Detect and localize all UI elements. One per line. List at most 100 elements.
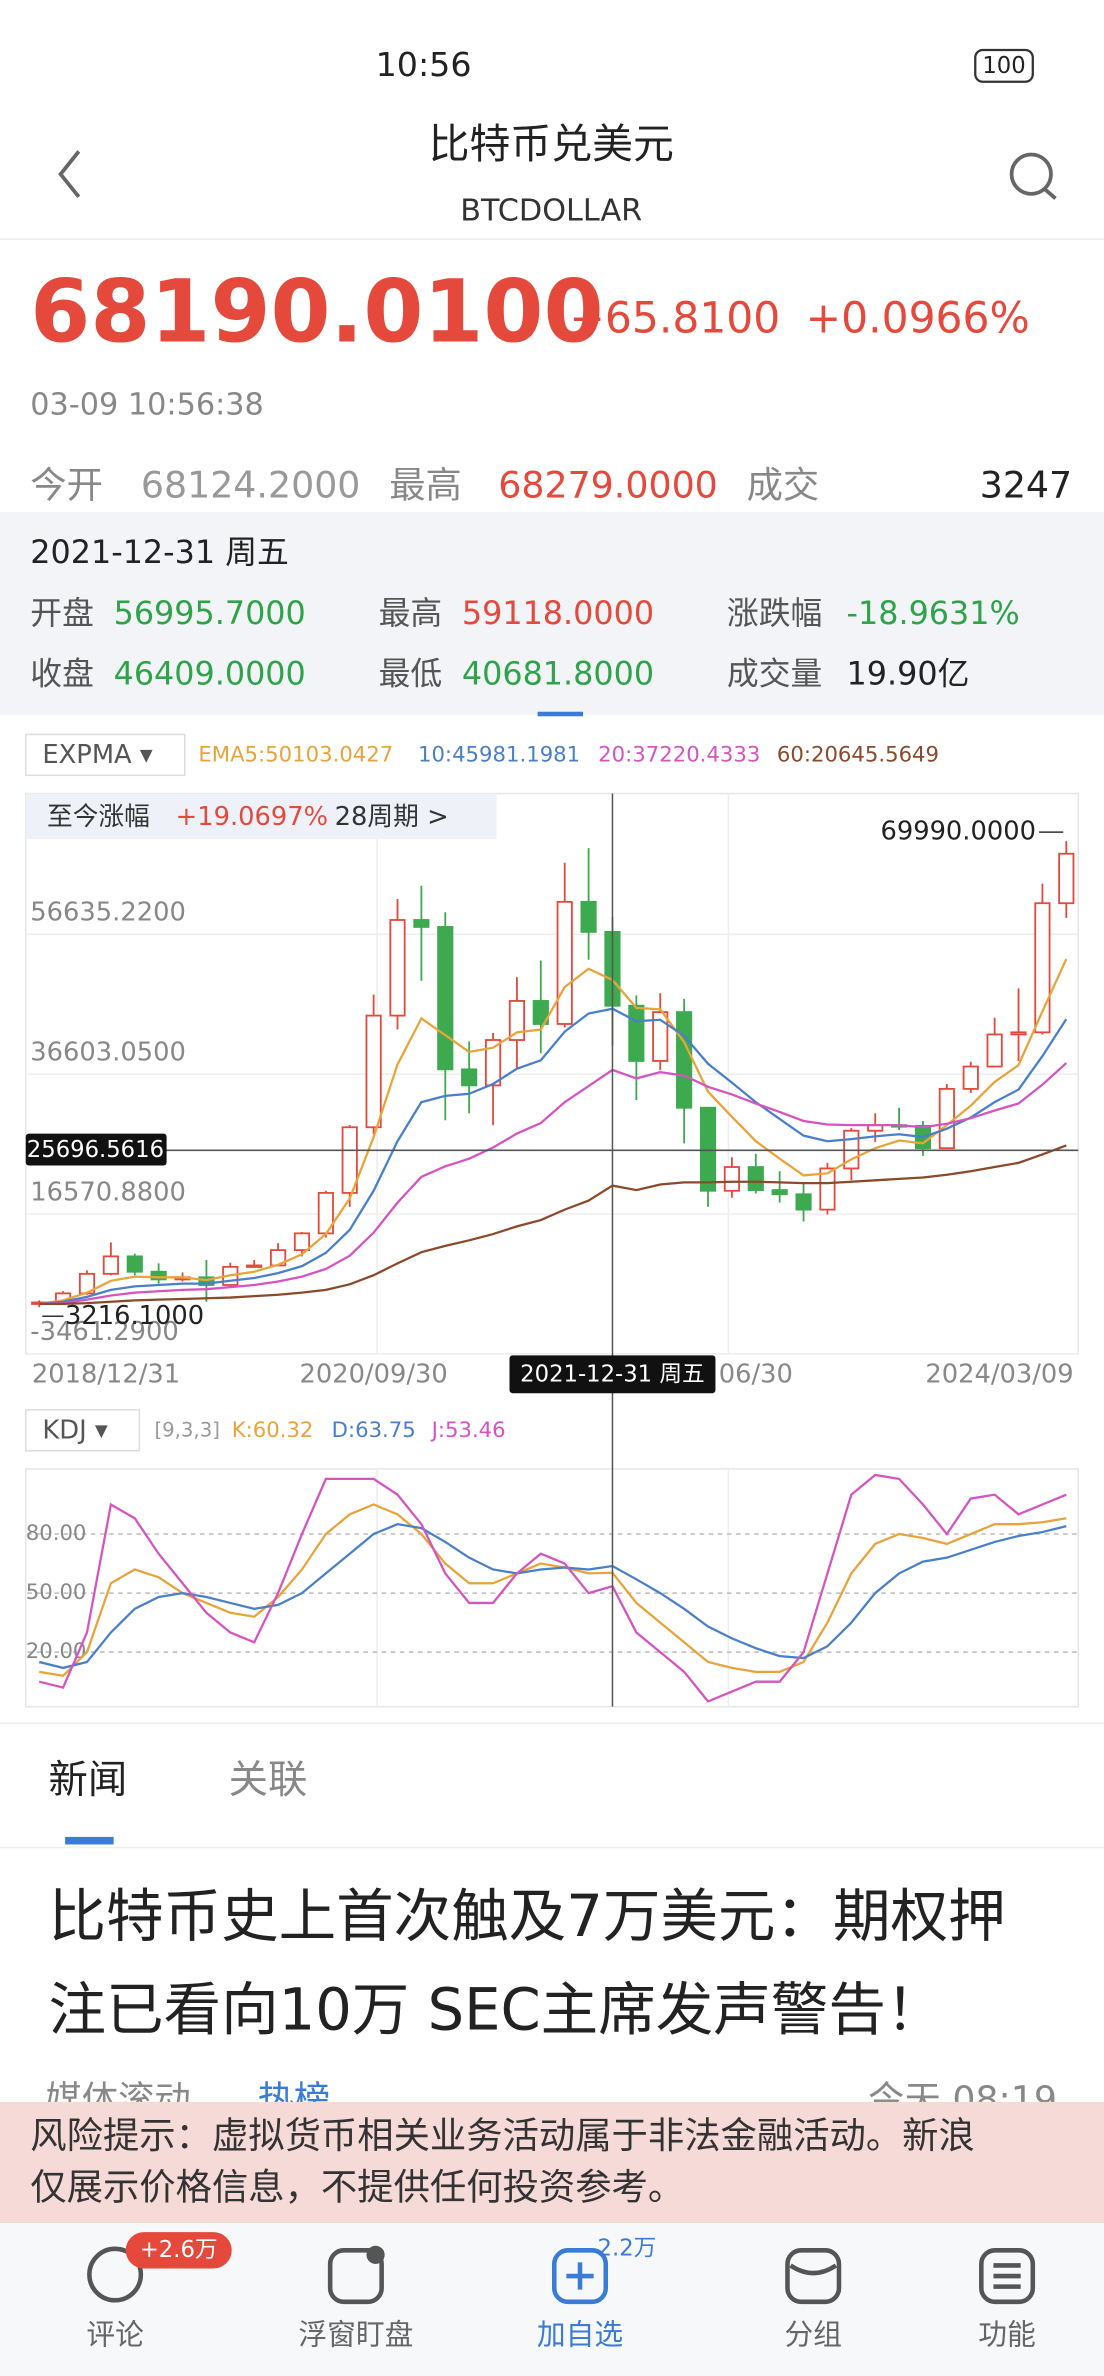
x-tick-label: 2024/03/09 [925,1360,1073,1390]
candle-body [699,1106,717,1192]
news-headline[interactable]: 比特币史上首次触及7万美元：期权押 [48,1883,1005,1950]
price: 68190.0100 [30,262,603,362]
candle-body [461,1068,478,1087]
candle-body [580,900,597,933]
detail-value: 56995.7000 [114,595,306,632]
kdj-line [38,1523,1067,1670]
candle-body [676,1011,693,1109]
candle-body [1010,1031,1027,1036]
max-label: 69990.0000 [880,817,1036,847]
scroll-indicator [537,711,584,717]
legend-entry: 60:20645.5649 [777,742,939,767]
legend-entry: K:60.32 [232,1417,314,1442]
detail-date: 2021-12-31 周五 [30,534,288,571]
x-tick-label: 06/30 [719,1360,793,1390]
candle-body [962,1065,979,1090]
nav-label: 浮窗盯盘 [298,2318,413,2352]
candle-body [365,1014,382,1129]
back-button[interactable] [58,150,81,199]
candle-body [413,919,430,928]
candle-body [819,1167,836,1211]
candle-body [341,1126,358,1194]
y-tick-label: 16570.8800 [30,1177,186,1207]
badge [125,2232,232,2269]
stat-label: 成交 [747,464,820,507]
battery-level: 100 [982,53,1025,79]
candle-body [556,900,573,1025]
candle-body [747,1166,764,1191]
indicator-name: KDJ ▾ [42,1416,107,1446]
y-tick-label: 50.00 [26,1579,87,1604]
nav-label: 分组 [784,2318,842,2352]
stat-label: 今开 [30,464,103,507]
candle-body [652,1011,669,1062]
detail-label: 收盘 [30,655,94,692]
detail-label: 涨跌幅 [727,595,822,632]
stat-label: 最高 [389,464,462,507]
detail-panel [0,511,1104,715]
nav-label: 加自选 [537,2318,623,2352]
legend-entry: EMA5:50103.0427 [198,742,393,767]
nav-item[interactable]: 功能 [978,2248,1036,2352]
candle-body [389,919,406,1017]
risk-text: 风险提示：虚拟货币相关业务活动属于非法金融活动。新浪 [30,2114,975,2157]
detail-value: 46409.0000 [114,655,306,692]
candle-body [150,1270,167,1281]
y-tick-label: 80.00 [26,1520,87,1545]
detail-value: 59118.0000 [462,595,654,632]
indicator-select[interactable] [25,1409,141,1452]
candle-body [484,1039,502,1087]
candle-body [293,1232,311,1252]
risk-text: 仅展示价格信息，不提供任何投资参考。 [30,2166,684,2209]
x-tick-label: 2020/09/30 [299,1360,447,1390]
legend-entry: D:63.75 [332,1417,416,1442]
tab[interactable]: 关联 [229,1757,308,1803]
candle-body [771,1189,788,1196]
detail-label: 开盘 [30,595,94,632]
nav-item[interactable]: 浮窗盯盘 [298,2245,413,2352]
period-count: 28周期 > [335,802,449,832]
ema-line [39,1007,1068,1305]
ema-line [39,1062,1068,1305]
kdj-line [39,1503,1067,1677]
nav-label: 功能 [978,2318,1036,2352]
stat-value: 68279.0000 [498,464,718,507]
x-tick-label: 2018/12/31 [32,1360,180,1390]
candle-body [126,1255,143,1273]
candle-body [532,1000,549,1025]
battery [974,48,1034,83]
kdj-line [38,1473,1067,1703]
detail-label: 最高 [379,595,443,632]
stat-value: 3247 [980,464,1072,507]
indicator-params: [9,3,3] [154,1419,219,1442]
tab[interactable]: 新闻 [48,1757,127,1803]
period-change: +19.0697% [176,802,328,832]
kdj-panel [25,1468,1079,1708]
crosshair-price-box [25,1133,167,1166]
nav-item[interactable]: 加自选 [537,2248,623,2352]
candle-body [938,1087,955,1150]
nav-item[interactable]: 评论 [86,2246,144,2352]
candle-body [246,1264,263,1268]
stat-value: 68124.2000 [141,464,361,507]
candle-body [628,1004,645,1062]
ema-line [39,1144,1067,1305]
legend-entry: 10:45981.1981 [418,742,580,767]
detail-value: 19.90亿 [847,655,970,692]
min-label: 3216.1000 [65,1301,204,1331]
ema-line [39,958,1068,1305]
nav-item[interactable]: 分组 [784,2248,842,2352]
quote-time: 03-09 10:56:38 [30,387,263,422]
indicator-select[interactable] [25,733,186,777]
news-headline[interactable]: 注已看向10万 SEC主席发声警告！ [48,1977,943,2044]
candle-body [508,1000,526,1041]
crosshair-price: 25696.5616 [27,1137,164,1163]
search-button[interactable] [1009,152,1057,200]
nav-label: 评论 [86,2318,144,2352]
page-subtitle: BTCDOLLAR [460,194,642,229]
watch-count: 2.2万 [598,2235,657,2261]
candle-body [437,926,454,1071]
